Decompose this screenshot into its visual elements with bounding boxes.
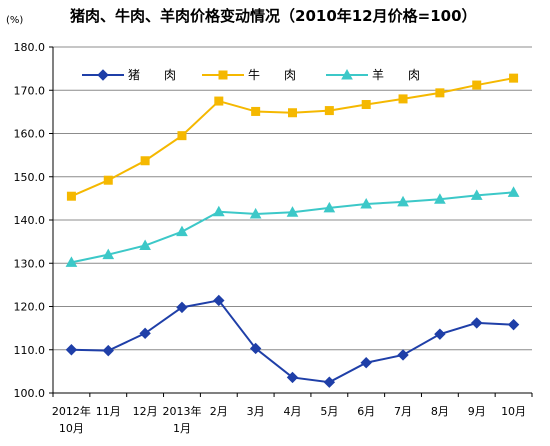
data-point [471, 317, 483, 329]
legend: 猪 肉牛 肉羊 肉 [82, 67, 420, 82]
data-point [97, 69, 109, 81]
series-2 [66, 73, 519, 201]
y-tick-label: 140.0 [14, 214, 46, 227]
x-tick-label: 12月 [133, 405, 158, 418]
x-tick-label: 6月 [357, 405, 375, 418]
x-tick-label: 9月 [468, 405, 486, 418]
y-tick-label: 170.0 [14, 84, 46, 97]
data-point [176, 225, 188, 237]
y-unit-label: (%) [6, 15, 23, 26]
data-point [218, 70, 228, 80]
x-tick-label: 3月 [247, 405, 265, 418]
data-point [249, 207, 262, 219]
chart-title: 猪肉、牛肉、羊肉价格变动情况（2010年12月价格=100） [69, 7, 477, 25]
legend-item-2: 牛 肉 [202, 67, 296, 82]
data-point [139, 239, 151, 251]
data-point [323, 201, 336, 213]
x-tick-label: 4月 [284, 405, 302, 418]
y-tick-label: 180.0 [14, 41, 46, 54]
y-tick-label: 130.0 [14, 257, 46, 270]
data-point [360, 197, 373, 209]
data-point [65, 344, 78, 356]
data-point [435, 88, 445, 98]
axes: 100.0 110.0 120.0 130.0 140.0 150.0 160.0 170.0… [14, 41, 533, 435]
data-point [140, 156, 150, 166]
x-tick-label: 2月 [210, 405, 228, 418]
series-1 [65, 294, 520, 388]
data-point [507, 318, 520, 331]
data-point [212, 205, 225, 217]
data-point [507, 186, 520, 197]
x-tick-label: 2012年 [52, 404, 91, 418]
legend-label: 羊 肉 [372, 67, 420, 82]
data-point [397, 195, 409, 207]
data-point [509, 73, 519, 83]
grid-lines [53, 46, 532, 351]
data-point [214, 96, 224, 106]
data-point [398, 94, 408, 104]
data-point [286, 206, 299, 217]
data-point [66, 191, 76, 201]
legend-label: 猪 肉 [128, 68, 176, 82]
data-point [103, 175, 113, 185]
data-point [286, 371, 299, 384]
data-point [434, 328, 446, 340]
x-tick-label: 2013年 [162, 404, 201, 418]
data-point [251, 106, 261, 116]
data-point [470, 189, 483, 200]
x-tick-label: 1月 [173, 422, 191, 435]
series-line [71, 299, 514, 384]
y-tick-label: 100.0 [14, 387, 46, 400]
series-line [71, 77, 514, 198]
data-point [397, 349, 409, 361]
legend-item-3: 羊 肉 [326, 67, 420, 82]
x-tick-label: 8月 [431, 405, 449, 418]
y-tick-label: 110.0 [14, 344, 46, 357]
data-point [139, 327, 151, 340]
data-point [324, 106, 334, 116]
x-tick-label: 10月 [501, 405, 526, 418]
data-point [65, 256, 78, 267]
data-point [177, 131, 187, 141]
data-point [360, 357, 372, 369]
series-group [65, 73, 520, 388]
data-point [472, 80, 482, 90]
data-point [176, 301, 188, 314]
data-point [249, 342, 262, 355]
legend-item-1: 猪 肉 [82, 68, 176, 82]
data-point [341, 68, 353, 80]
data-point [288, 108, 297, 118]
y-tick-label: 120.0 [14, 301, 46, 314]
data-point [434, 193, 446, 204]
data-point [102, 344, 114, 357]
x-tick-label: 11月 [96, 405, 121, 418]
series-3 [65, 186, 520, 267]
data-point [361, 100, 371, 110]
y-tick-label: 160.0 [14, 128, 46, 141]
data-point [213, 294, 225, 307]
x-tick-label: 10月 [59, 422, 84, 435]
data-point [102, 248, 115, 260]
series-line [71, 191, 514, 264]
x-tick-label: 7月 [394, 405, 412, 418]
legend-label: 牛 肉 [248, 67, 296, 82]
y-tick-label: 150.0 [14, 171, 46, 184]
data-point [323, 376, 336, 388]
x-tick-label: 5月 [320, 405, 338, 418]
